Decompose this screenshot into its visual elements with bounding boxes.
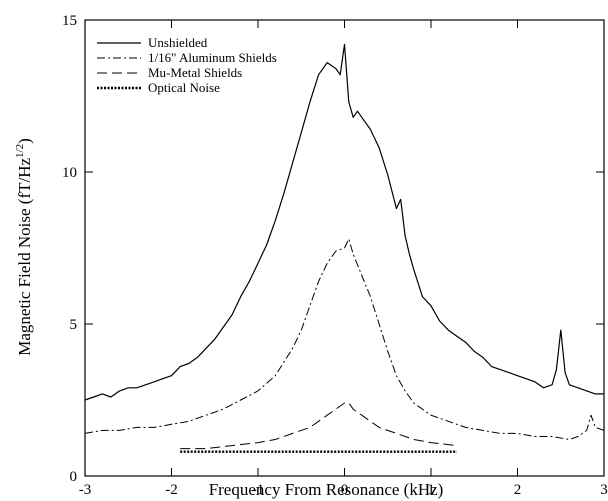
x-tick-label-2: -1 [252,482,265,498]
series-group [84,43,605,453]
x-tick-label-6: 3 [600,482,608,498]
series-line-2 [180,402,457,450]
legend-label-1: 1/16" Aluminum Shields [148,50,277,65]
y-axis-label-main: Magnetic Field Noise (fT/Hz [15,158,34,356]
x-tick-label-5: 2 [514,482,522,498]
legend-label-0: Unshielded [148,35,208,50]
x-axis-label: Frequency From Resonance (kHz) [209,480,444,499]
y-axis-label-close: ) [15,138,34,144]
x-tick-label-3: 0 [341,482,349,498]
series-line-0 [84,43,604,401]
y-axis-label-sup: 1/2 [14,144,26,158]
y-tick-label-0: 0 [70,469,78,485]
series-line-1 [84,238,605,440]
ticks: -3 -2 -1 0 1 2 3 0 5 10 15 [62,13,608,498]
legend-label-3: Optical Noise [148,80,220,95]
y-axis-label: Magnetic Field Noise (fT/Hz1/2) [14,138,34,356]
y-tick-label-2: 10 [62,165,77,181]
x-tick-label-1: -2 [165,482,178,498]
x-tick-label-0: -3 [79,482,92,498]
y-tick-label-1: 5 [70,317,78,333]
y-tick-label-3: 15 [62,13,77,29]
legend-label-2: Mu-Metal Shields [148,65,242,80]
x-tick-label-4: 1 [427,482,435,498]
